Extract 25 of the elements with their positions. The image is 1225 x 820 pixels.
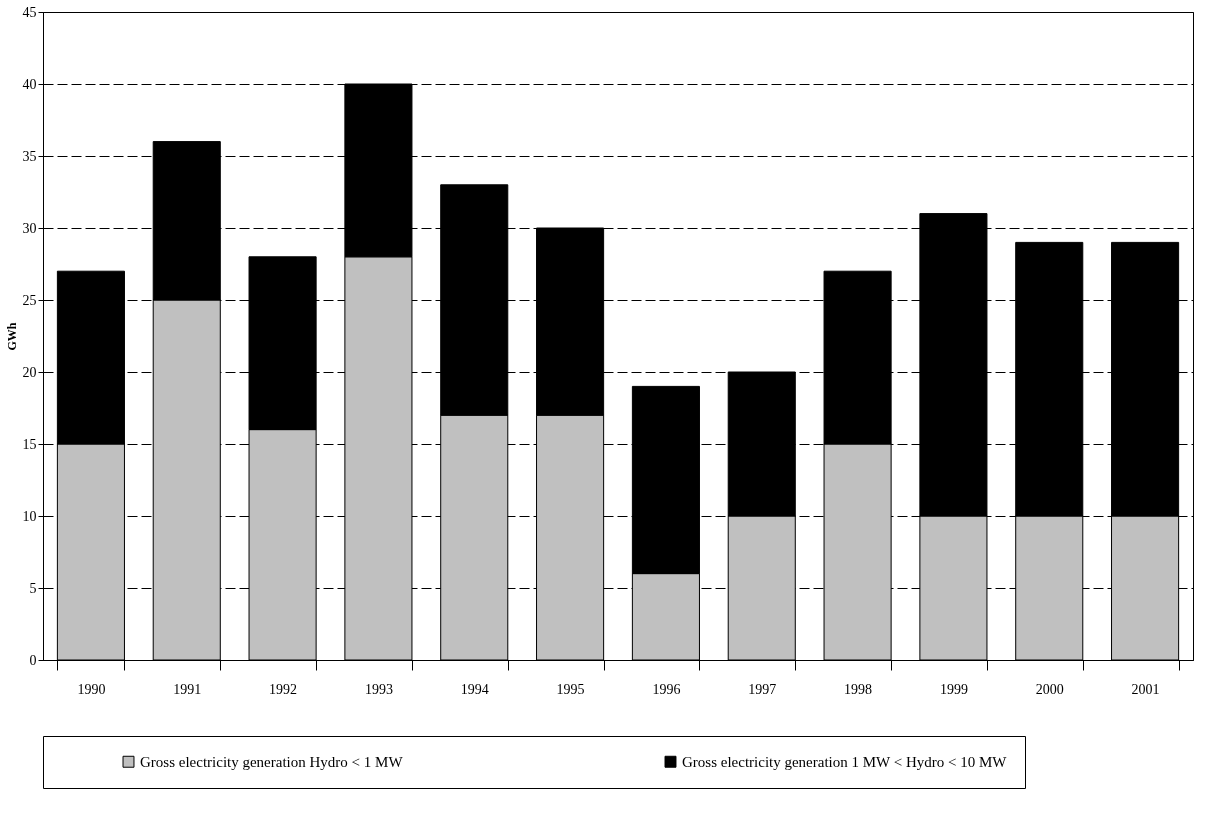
x-tick-label: 1999 (939, 681, 968, 697)
x-tick-label: 2001 (1131, 681, 1160, 697)
x-tick-label: 1995 (556, 681, 585, 697)
y-tick-label: 20 (22, 364, 37, 380)
x-tick-label: 1993 (364, 681, 393, 697)
x-tick-label: 1994 (460, 681, 489, 697)
x-tick-label: 2000 (1035, 681, 1064, 697)
x-tick-label: 1991 (173, 681, 202, 697)
x-tick-label: 1992 (269, 681, 298, 697)
y-tick-label: 25 (22, 292, 37, 308)
x-tick-label: 1990 (77, 681, 106, 697)
y-tick-label: 40 (22, 76, 37, 92)
x-tick-label: 1997 (748, 681, 777, 697)
y-tick-label: 30 (22, 220, 37, 236)
legend-label: Gross electricity generation 1 MW < Hydro < 10 MW (682, 753, 1008, 770)
y-axis-title: GWh (4, 322, 19, 351)
y-tick-label: 5 (29, 580, 37, 596)
y-tick-label: 0 (29, 652, 37, 668)
legend-label: Gross electricity generation Hydro < 1 MW (140, 753, 404, 770)
x-tick-label: 1998 (844, 681, 873, 697)
y-tick-label: 35 (22, 148, 37, 164)
x-tick-label: 1996 (652, 681, 681, 697)
y-tick-label: 45 (22, 4, 37, 20)
y-tick-label: 10 (22, 508, 37, 524)
y-tick-label: 15 (22, 436, 37, 452)
